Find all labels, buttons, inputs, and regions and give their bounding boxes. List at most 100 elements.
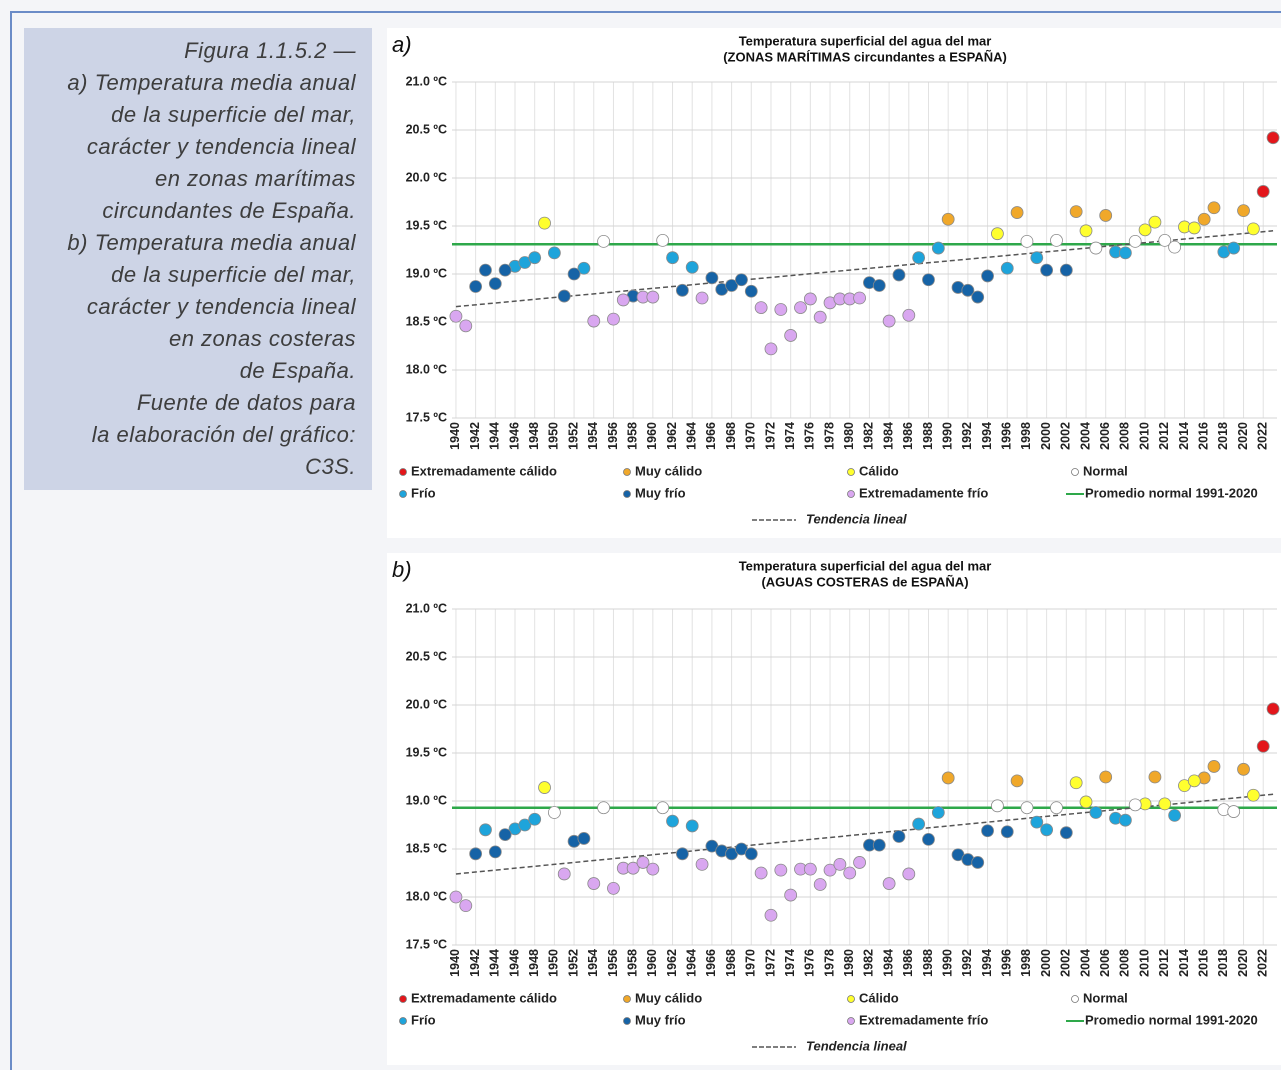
x-tick-label: 1982 (862, 422, 876, 450)
legend-label: Muy cálido (635, 463, 702, 478)
caption-line: Figura 1.1.5.2 — (184, 38, 356, 63)
legend-label: Normal (1083, 990, 1128, 1005)
x-tick-label: 2018 (1216, 949, 1230, 977)
panel-label: a) (392, 32, 412, 57)
x-tick-label: 1974 (783, 422, 797, 450)
point (538, 781, 551, 794)
legend-label: Frío (411, 485, 436, 500)
point (577, 832, 591, 845)
point (577, 261, 591, 275)
x-tick-label: 2008 (1118, 949, 1132, 977)
point (882, 314, 896, 328)
point (469, 280, 483, 293)
x-tick-label: 1972 (763, 422, 777, 450)
x-tick-label: 1972 (763, 949, 777, 977)
y-tick-label: 19.0 ºC (406, 793, 447, 807)
x-tick-label: 1948 (527, 949, 541, 977)
x-tick-label: 1970 (744, 422, 758, 450)
point (1040, 823, 1054, 837)
point (675, 283, 689, 297)
point (488, 845, 502, 859)
legend-marker (623, 490, 631, 498)
x-tick-label: 1976 (803, 422, 817, 450)
x-tick-label: 1982 (862, 949, 876, 977)
point (675, 847, 689, 861)
legend-marker (847, 995, 855, 1003)
point (922, 833, 935, 846)
y-tick-label: 19.0 ºC (406, 266, 447, 280)
point (705, 271, 719, 285)
point (656, 233, 670, 247)
point (479, 263, 492, 277)
point (764, 342, 778, 356)
point (1089, 241, 1103, 255)
x-tick-label: 1960 (645, 949, 659, 977)
point (459, 319, 473, 333)
point (557, 289, 571, 303)
point (666, 251, 679, 265)
point (1138, 223, 1152, 237)
point (1246, 222, 1260, 236)
point (518, 818, 532, 832)
x-tick-label: 2016 (1196, 949, 1210, 977)
x-tick-label: 1994 (980, 422, 994, 450)
x-tick-label: 2016 (1196, 422, 1210, 450)
point (1158, 797, 1172, 811)
point (1059, 263, 1073, 277)
x-tick-label: 2022 (1256, 422, 1270, 450)
point (1256, 185, 1270, 198)
point (872, 279, 886, 292)
caption-line: la elaboración del gráfico: (92, 422, 356, 447)
point (912, 251, 926, 265)
x-tick-label: 1970 (744, 949, 758, 977)
point (1128, 798, 1142, 812)
x-tick-label: 1994 (980, 949, 994, 977)
x-tick-label: 1996 (1000, 422, 1014, 450)
y-tick-label: 18.0 ºC (406, 362, 447, 376)
point (1099, 209, 1113, 222)
x-tick-label: 2022 (1256, 949, 1270, 977)
point (1256, 739, 1270, 753)
x-tick-label: 1990 (940, 949, 954, 977)
point (607, 312, 620, 326)
point (744, 284, 758, 298)
point (459, 899, 473, 913)
point (1158, 233, 1172, 247)
x-tick-label: 1992 (960, 949, 974, 977)
point (547, 246, 561, 260)
caption-line: en zonas costeras (169, 326, 356, 351)
legend-marker (399, 468, 407, 476)
legend-label: Promedio normal 1991-2020 (1085, 485, 1258, 500)
point (528, 251, 542, 265)
x-tick-label: 1944 (488, 422, 502, 450)
legend-marker (1071, 468, 1079, 476)
point (991, 799, 1004, 813)
point (1168, 240, 1182, 254)
x-tick-label: 1958 (625, 949, 639, 977)
x-tick-label: 2004 (1078, 949, 1092, 977)
point (616, 293, 630, 307)
x-tick-label: 2020 (1236, 949, 1250, 977)
point (774, 303, 788, 316)
point (823, 863, 837, 877)
point (1020, 801, 1034, 815)
point (547, 806, 561, 819)
point (902, 867, 916, 881)
x-tick-label: 2006 (1098, 422, 1112, 450)
x-tick-label: 2012 (1157, 949, 1171, 977)
x-tick-label: 1968 (724, 422, 738, 450)
x-tick-label: 1958 (625, 422, 639, 450)
x-tick-label: 1942 (468, 949, 482, 977)
point (912, 817, 926, 831)
point (813, 310, 827, 324)
x-tick-label: 1986 (901, 422, 915, 450)
caption-line: Fuente de datos para (137, 390, 356, 415)
point (931, 241, 945, 255)
panel (387, 28, 1281, 538)
point (1148, 215, 1162, 229)
point (1059, 826, 1073, 840)
point (1227, 241, 1241, 255)
point (1187, 774, 1201, 788)
y-tick-label: 17.5 ºC (406, 937, 447, 951)
